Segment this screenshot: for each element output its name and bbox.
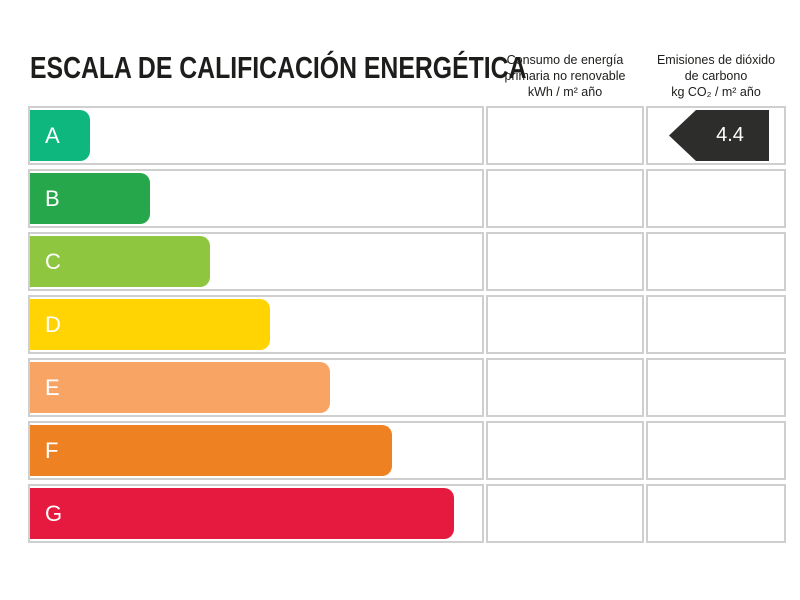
emissions-value-cell: 4.4 [646, 106, 786, 165]
rating-row: G [28, 484, 786, 543]
consumption-header-unit: kWh / m² año [527, 85, 603, 99]
rating-row: C [28, 232, 786, 291]
rating-table: A 4.4 B C D [28, 106, 786, 547]
consumption-header-line1: Consumo de energía [506, 53, 624, 67]
rating-bar-cell: E [28, 358, 484, 417]
rating-bar: B [30, 173, 150, 224]
rating-bar-cell: G [28, 484, 484, 543]
consumption-value-cell [486, 484, 644, 543]
emissions-value-cell [646, 421, 786, 480]
rating-row: A 4.4 [28, 106, 786, 165]
rating-bar-cell: A [28, 106, 484, 165]
emissions-value: 4.4 [716, 124, 744, 146]
rating-bar: F [30, 425, 392, 476]
emissions-header-line1: Emisiones de dióxido [656, 53, 776, 67]
rating-row: D [28, 295, 786, 354]
rating-bar-cell: B [28, 169, 484, 228]
column-header-consumption: Consumo de energía primaria no renovable… [486, 52, 644, 100]
rating-letter: F [45, 437, 59, 463]
rating-bar-cell: F [28, 421, 484, 480]
rating-letter: D [45, 311, 61, 337]
emissions-value-cell [646, 358, 786, 417]
rating-letter: E [45, 374, 60, 400]
rating-bar: A [30, 110, 90, 161]
rating-bar: C [30, 236, 210, 287]
consumption-value-cell [486, 169, 644, 228]
consumption-value-cell [486, 358, 644, 417]
consumption-header-line2: primaria no renovable [504, 69, 626, 83]
rating-bar-cell: D [28, 295, 484, 354]
emissions-value-cell [646, 295, 786, 354]
emissions-arrow-marker: 4.4 [669, 110, 769, 161]
rating-bar-cell: C [28, 232, 484, 291]
rating-bar: D [30, 299, 270, 350]
rating-bar: G [30, 488, 454, 539]
consumption-value-cell [486, 232, 644, 291]
consumption-value-cell [486, 421, 644, 480]
emissions-header-line2: de carbono [684, 69, 748, 83]
rating-letter: C [45, 248, 61, 274]
rating-row: E [28, 358, 786, 417]
consumption-value-cell [486, 295, 644, 354]
emissions-value-cell [646, 484, 786, 543]
rating-letter: A [45, 122, 60, 148]
emissions-header-unit: kg CO₂ / m² año [671, 85, 761, 99]
column-header-emissions: Emisiones de dióxido de carbono kg CO₂ /… [647, 52, 785, 100]
rating-letter: G [45, 500, 63, 526]
rating-row: B [28, 169, 786, 228]
page-title-text: ESCALA DE CALIFICACIÓN ENERGÉTICA [30, 50, 527, 85]
rating-bar: E [30, 362, 330, 413]
emissions-value-cell [646, 232, 786, 291]
rating-row: F [28, 421, 786, 480]
rating-letter: B [45, 185, 60, 211]
emissions-value-cell [646, 169, 786, 228]
consumption-value-cell [486, 106, 644, 165]
page-title: ESCALA DE CALIFICACIÓN ENERGÉTICA [30, 50, 651, 86]
